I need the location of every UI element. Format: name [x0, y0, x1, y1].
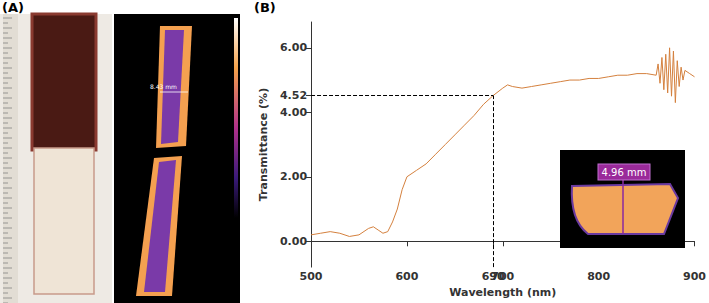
svg-text:Wavelength (nm): Wavelength (nm)	[449, 286, 556, 299]
svg-text:700: 700	[491, 270, 514, 283]
svg-text:Transmittance (%): Transmittance (%)	[257, 88, 270, 201]
svg-text:900: 900	[683, 270, 706, 283]
svg-text:2.00: 2.00	[280, 170, 307, 183]
svg-text:8.43 mm: 8.43 mm	[150, 83, 177, 90]
html-text:(A): (A)	[2, 0, 24, 15]
svg-text:0.00: 0.00	[280, 235, 307, 248]
svg-text:4.00: 4.00	[280, 106, 307, 119]
svg-text:4.52: 4.52	[280, 89, 307, 102]
html-text:(B): (B)	[254, 0, 276, 15]
svg-text:4.96 mm: 4.96 mm	[602, 167, 647, 178]
svg-text:6.00: 6.00	[280, 41, 307, 54]
svg-text:800: 800	[587, 270, 610, 283]
svg-text:500: 500	[300, 270, 323, 283]
svg-text:600: 600	[395, 270, 418, 283]
